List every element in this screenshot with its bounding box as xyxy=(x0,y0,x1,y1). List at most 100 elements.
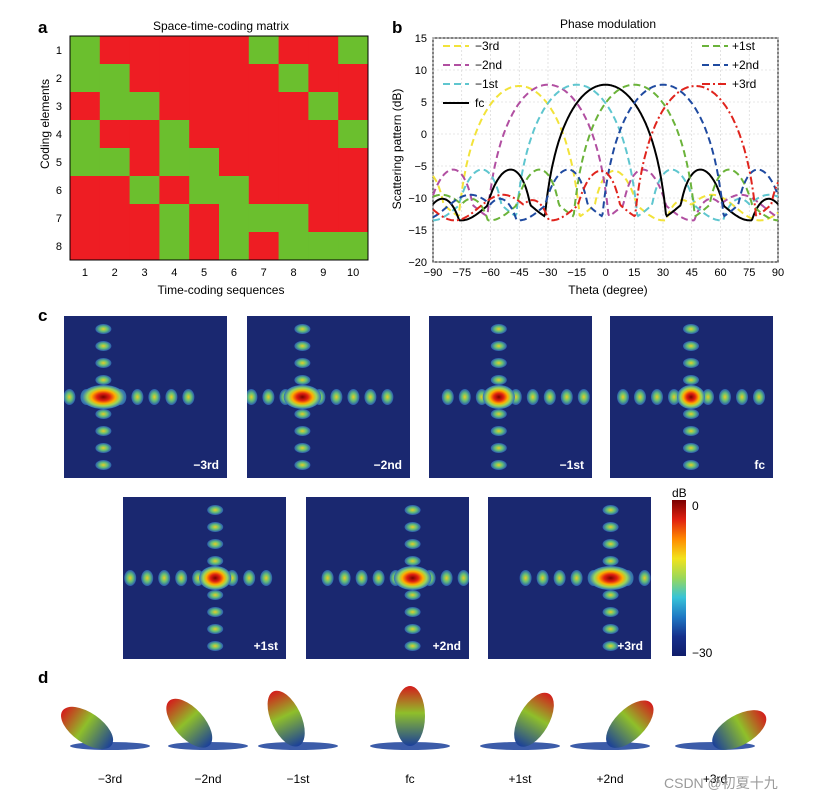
matrix-cell xyxy=(219,232,250,261)
sidelobe-v xyxy=(602,522,619,532)
pattern-label: fc xyxy=(405,772,415,786)
matrix-cell xyxy=(248,148,280,177)
main-lobe xyxy=(81,385,126,409)
sidelobe-h xyxy=(702,389,714,405)
matrix-cell xyxy=(278,176,309,205)
sidelobe-v xyxy=(404,505,421,515)
series-line xyxy=(432,83,779,222)
sidelobe-h xyxy=(651,389,663,405)
chart-xlabel: Theta (degree) xyxy=(568,283,647,297)
sidelobe-v xyxy=(404,556,421,566)
matrix-cell xyxy=(159,176,190,205)
far-field-label: fc xyxy=(754,458,765,472)
colorbar-min-label: −30 xyxy=(692,646,713,660)
sidelobe-h xyxy=(617,389,629,405)
legend-label: +2nd xyxy=(732,58,759,72)
sidelobe-h xyxy=(141,570,154,586)
chart-xtick-label: 15 xyxy=(628,267,640,279)
matrix-cell xyxy=(219,36,250,65)
series-line xyxy=(432,85,779,222)
sidelobe-h xyxy=(458,389,471,405)
matrix-cell xyxy=(159,148,190,177)
matrix-cell xyxy=(248,120,280,149)
matrix-cell xyxy=(99,64,131,93)
chart-xtick-label: 45 xyxy=(686,267,698,279)
sidelobe-h xyxy=(330,389,343,405)
matrix-cell xyxy=(278,148,309,177)
far-field-plot xyxy=(123,497,286,659)
far-field-plot xyxy=(63,316,227,478)
chart-ytick-label: −10 xyxy=(408,193,427,205)
matrix-cell xyxy=(248,92,280,121)
sidelobe-v xyxy=(294,358,311,368)
matrix-cell xyxy=(189,148,220,177)
chart-ytick-label: 0 xyxy=(421,129,427,141)
sidelobe-v xyxy=(207,522,224,532)
sidelobe-h xyxy=(519,570,532,586)
matrix-cell xyxy=(70,232,101,261)
matrix-cell xyxy=(99,204,131,233)
coding-matrix-title: Space-time-coding matrix xyxy=(153,19,289,33)
pattern-lobe xyxy=(166,698,213,748)
sidelobe-v xyxy=(95,409,112,419)
matrix-cell xyxy=(99,148,131,177)
chart-xtick-label: −45 xyxy=(510,267,529,279)
legend-label: −1st xyxy=(475,77,499,91)
matrix-cell xyxy=(219,92,250,121)
sidelobe-v xyxy=(683,443,699,453)
far-field-plot xyxy=(488,497,651,659)
sidelobe-v xyxy=(683,341,699,351)
matrix-row-label: 6 xyxy=(56,185,62,197)
matrix-cell xyxy=(99,176,131,205)
sidelobe-v xyxy=(490,460,507,470)
matrix-cell xyxy=(129,232,160,261)
chart-title: Phase modulation xyxy=(560,17,656,31)
main-lobe xyxy=(677,385,705,409)
sidelobe-h xyxy=(441,389,454,405)
matrix-cell xyxy=(338,92,369,121)
colorbar-unit: dB xyxy=(672,486,687,500)
pattern-label: +1st xyxy=(508,772,532,786)
coding-matrix-col-labels: 1 2 3 4 5 6 7 8 9 10 xyxy=(82,267,359,279)
matrix-cell xyxy=(219,148,250,177)
series-line xyxy=(432,83,779,222)
far-field-plot xyxy=(429,316,592,478)
matrix-cell xyxy=(70,148,101,177)
legend-label: −2nd xyxy=(475,58,502,72)
sidelobe-h xyxy=(543,389,556,405)
panel-letter-c: c xyxy=(38,306,48,325)
sidelobe-h xyxy=(560,389,573,405)
chart-ytick-label: 10 xyxy=(415,65,427,77)
sidelobe-v xyxy=(404,607,421,617)
matrix-cell xyxy=(248,64,280,93)
sidelobe-h xyxy=(634,389,646,405)
pattern-3d xyxy=(570,700,654,750)
sidelobe-v xyxy=(95,341,112,351)
matrix-cell xyxy=(129,204,160,233)
far-field-label: −1st xyxy=(559,458,584,472)
sidelobe-v xyxy=(683,324,699,334)
main-lobe xyxy=(482,385,515,409)
panel-letter-d: d xyxy=(38,668,49,687)
matrix-row-label: 3 xyxy=(56,101,62,113)
sidelobe-h xyxy=(321,570,334,586)
series-line xyxy=(432,83,779,222)
legend-label: fc xyxy=(475,96,484,110)
sidelobe-h xyxy=(262,389,275,405)
sidelobe-v xyxy=(602,539,619,549)
matrix-cell xyxy=(70,120,101,149)
matrix-cell xyxy=(189,204,220,233)
sidelobe-h xyxy=(347,389,360,405)
sidelobe-v xyxy=(404,641,421,651)
matrix-cell xyxy=(70,36,101,65)
sidelobe-h xyxy=(260,570,273,586)
coding-matrix-row-labels: 1 2 3 4 5 6 7 8 xyxy=(56,45,62,253)
far-field-map: fc xyxy=(610,316,773,478)
matrix-cell xyxy=(129,36,160,65)
sidelobe-v xyxy=(294,341,311,351)
matrix-cell xyxy=(278,36,309,65)
far-field-plot xyxy=(245,316,410,478)
pattern-label: −2nd xyxy=(194,772,222,786)
sidelobe-v xyxy=(95,460,112,470)
sidelobe-h xyxy=(638,570,651,586)
